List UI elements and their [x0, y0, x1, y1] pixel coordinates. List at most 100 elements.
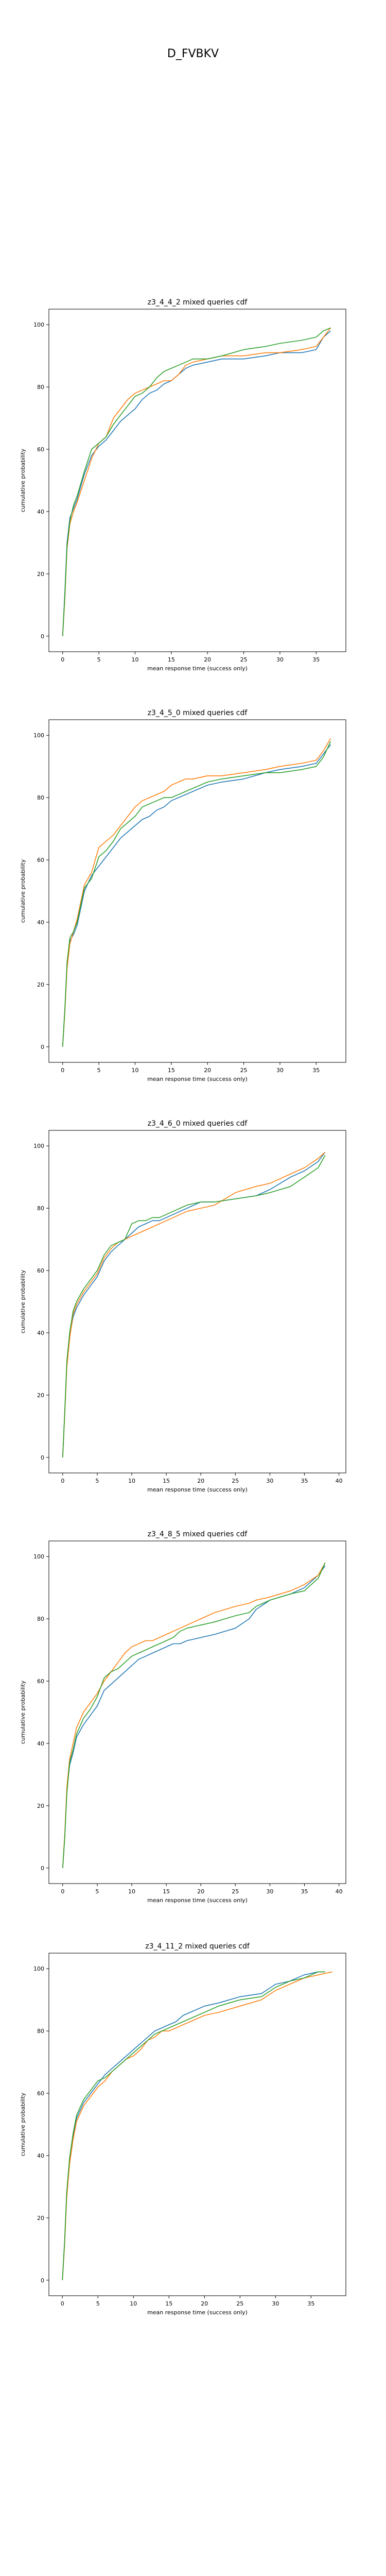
chart-3-x-tick-label-20: 20: [197, 1478, 204, 1484]
chart-3-y-axis-label: cumulative probability: [20, 1269, 26, 1333]
chart-3-x-axis-label: mean response time (success only): [147, 1486, 248, 1493]
chart-2-x-tick-label-35: 35: [312, 1067, 320, 1074]
chart-4-y-tick-label-60: 60: [37, 1678, 44, 1685]
chart-1-x-tick-label-20: 20: [204, 656, 211, 663]
chart-5-y-tick-label-80: 80: [37, 2028, 44, 2035]
chart-3-x-tick-label-35: 35: [301, 1478, 308, 1484]
chart-3-plot-frame: [48, 1130, 346, 1473]
chart-1-x-axis-label: mean response time (success only): [147, 665, 248, 672]
chart-4-series-2-line: [62, 1562, 326, 1868]
chart-4-x-tick-label-5: 5: [95, 1888, 99, 1895]
chart-4-x-tick-label-25: 25: [232, 1888, 239, 1895]
chart-5-x-tick-label-35: 35: [307, 2300, 314, 2307]
chart-4-y-tick-label-100: 100: [33, 1553, 44, 1560]
chart-4-x-tick-label-20: 20: [197, 1888, 204, 1895]
chart-5-y-axis-label: cumulative probability: [20, 2092, 26, 2156]
chart-5-y-tick-label-0: 0: [41, 2277, 44, 2284]
chart-2-y-tick-label-60: 60: [37, 857, 44, 863]
page-title: D_FVBKV: [167, 47, 219, 60]
chart-2-series-2-line: [62, 738, 331, 1047]
chart-5-series-3-line: [62, 1971, 325, 2280]
chart-3-x-tick-label-15: 15: [163, 1478, 170, 1484]
chart-1-x-tick-label-30: 30: [276, 656, 284, 663]
chart-2-title: z3_4_5_0 mixed queries cdf: [148, 709, 248, 717]
chart-5-x-tick-label-10: 10: [130, 2300, 137, 2307]
chart-1-y-tick-label-40: 40: [37, 509, 44, 515]
chart-4-y-tick-label-80: 80: [37, 1616, 44, 1622]
chart-3-series-1-line: [62, 1151, 326, 1458]
chart-3-x-tick-label-40: 40: [336, 1478, 343, 1484]
chart-5-series-2-line: [62, 1971, 332, 2280]
chart-5-y-tick-label-20: 20: [37, 2215, 44, 2222]
chart-3-x-tick-label-25: 25: [232, 1478, 239, 1484]
chart-3-y-tick-label-100: 100: [33, 1143, 44, 1149]
chart-4-title: z3_4_8_5 mixed queries cdf: [148, 1530, 248, 1538]
cdf-chart-2: z3_4_5_0 mixed queries cdf 0 5 10 15 20 25 30 35…: [20, 709, 346, 1082]
chart-2-y-axis-label: cumulative probability: [20, 859, 26, 923]
chart-1-plot-frame: [48, 309, 346, 652]
chart-2-x-tick-label-15: 15: [168, 1067, 175, 1074]
chart-3-title: z3_4_6_0 mixed queries cdf: [148, 1120, 248, 1128]
chart-2-series-3-line: [62, 741, 331, 1047]
chart-4-y-axis-label: cumulative probability: [20, 1680, 26, 1744]
chart-1-series-3-line: [62, 327, 331, 636]
chart-4-series-1-line: [62, 1565, 326, 1868]
chart-5-title: z3_4_11_2 mixed queries cdf: [145, 1942, 250, 1951]
chart-3-y-tick-label-60: 60: [37, 1267, 44, 1274]
chart-3-y-tick-label-0: 0: [41, 1454, 44, 1461]
chart-1-x-tick-label-15: 15: [168, 656, 175, 663]
chart-4-x-tick-label-0: 0: [61, 1888, 64, 1895]
chart-5-x-tick-label-15: 15: [165, 2300, 172, 2307]
chart-1-y-tick-label-20: 20: [37, 571, 44, 578]
chart-1-x-tick-label-0: 0: [61, 656, 64, 663]
chart-4-x-tick-label-15: 15: [163, 1888, 170, 1895]
chart-5-x-tick-label-0: 0: [61, 2300, 64, 2307]
chart-5-y-tick-label-60: 60: [37, 2090, 44, 2097]
chart-2-y-tick-label-20: 20: [37, 981, 44, 988]
chart-4-plot-frame: [48, 1540, 346, 1884]
chart-3-series-3-line: [62, 1155, 326, 1458]
chart-3-x-tick-label-0: 0: [61, 1478, 64, 1484]
chart-1-title: z3_4_4_2 mixed queries cdf: [148, 298, 248, 307]
chart-4-x-tick-label-35: 35: [301, 1888, 308, 1895]
chart-3-x-tick-label-30: 30: [266, 1478, 273, 1484]
chart-1-x-tick-label-5: 5: [97, 656, 101, 663]
chart-4-x-tick-label-40: 40: [336, 1888, 343, 1895]
chart-2-x-axis-label: mean response time (success only): [147, 1076, 248, 1082]
cdf-chart-1: z3_4_4_2 mixed queries cdf 0 5 10 15 20 25 30 35…: [20, 298, 346, 672]
chart-4-x-axis-label: mean response time (success only): [147, 1897, 248, 1904]
chart-3-x-tick-label-5: 5: [95, 1478, 99, 1484]
chart-4-x-tick-label-30: 30: [266, 1888, 273, 1895]
chart-2-x-tick-label-0: 0: [61, 1067, 64, 1074]
chart-2-x-tick-label-30: 30: [276, 1067, 284, 1074]
chart-3-y-tick-label-40: 40: [37, 1330, 44, 1336]
chart-2-x-tick-label-20: 20: [204, 1067, 211, 1074]
chart-4-y-tick-label-40: 40: [37, 1740, 44, 1747]
chart-4-x-tick-label-10: 10: [128, 1888, 135, 1895]
chart-2-x-tick-label-10: 10: [131, 1067, 138, 1074]
chart-2-y-tick-label-0: 0: [41, 1044, 44, 1050]
chart-2-y-tick-label-40: 40: [37, 919, 44, 926]
chart-1-y-tick-label-60: 60: [37, 446, 44, 453]
chart-5-x-tick-label-5: 5: [96, 2300, 100, 2307]
chart-2-y-tick-label-80: 80: [37, 794, 44, 801]
chart-5-y-tick-label-100: 100: [33, 1965, 44, 1972]
chart-4-y-tick-label-0: 0: [41, 1865, 44, 1872]
cdf-chart-3: z3_4_6_0 mixed queries cdf 0 5 10 15 20 25 30 35…: [20, 1120, 346, 1493]
chart-1-series-1-line: [62, 330, 331, 636]
chart-4-y-tick-label-20: 20: [37, 1803, 44, 1809]
chart-4-series-3-line: [62, 1562, 326, 1868]
chart-2-series-1-line: [62, 744, 331, 1047]
chart-1-y-axis-label: cumulative probability: [20, 448, 26, 512]
chart-5-x-tick-label-25: 25: [236, 2300, 243, 2307]
chart-1-x-tick-label-25: 25: [240, 656, 248, 663]
chart-2-y-tick-label-100: 100: [33, 732, 44, 739]
chart-1-y-tick-label-100: 100: [33, 321, 44, 328]
chart-1-y-tick-label-80: 80: [37, 384, 44, 391]
chart-1-x-tick-label-35: 35: [312, 656, 320, 663]
chart-3-x-tick-label-10: 10: [128, 1478, 135, 1484]
cdf-chart-4: z3_4_8_5 mixed queries cdf 0 5 10 15 20 25 30 35…: [20, 1530, 346, 1904]
chart-5-x-axis-label: mean response time (success only): [147, 2309, 248, 2316]
chart-2-x-tick-label-25: 25: [240, 1067, 248, 1074]
chart-2-x-tick-label-5: 5: [97, 1067, 101, 1074]
